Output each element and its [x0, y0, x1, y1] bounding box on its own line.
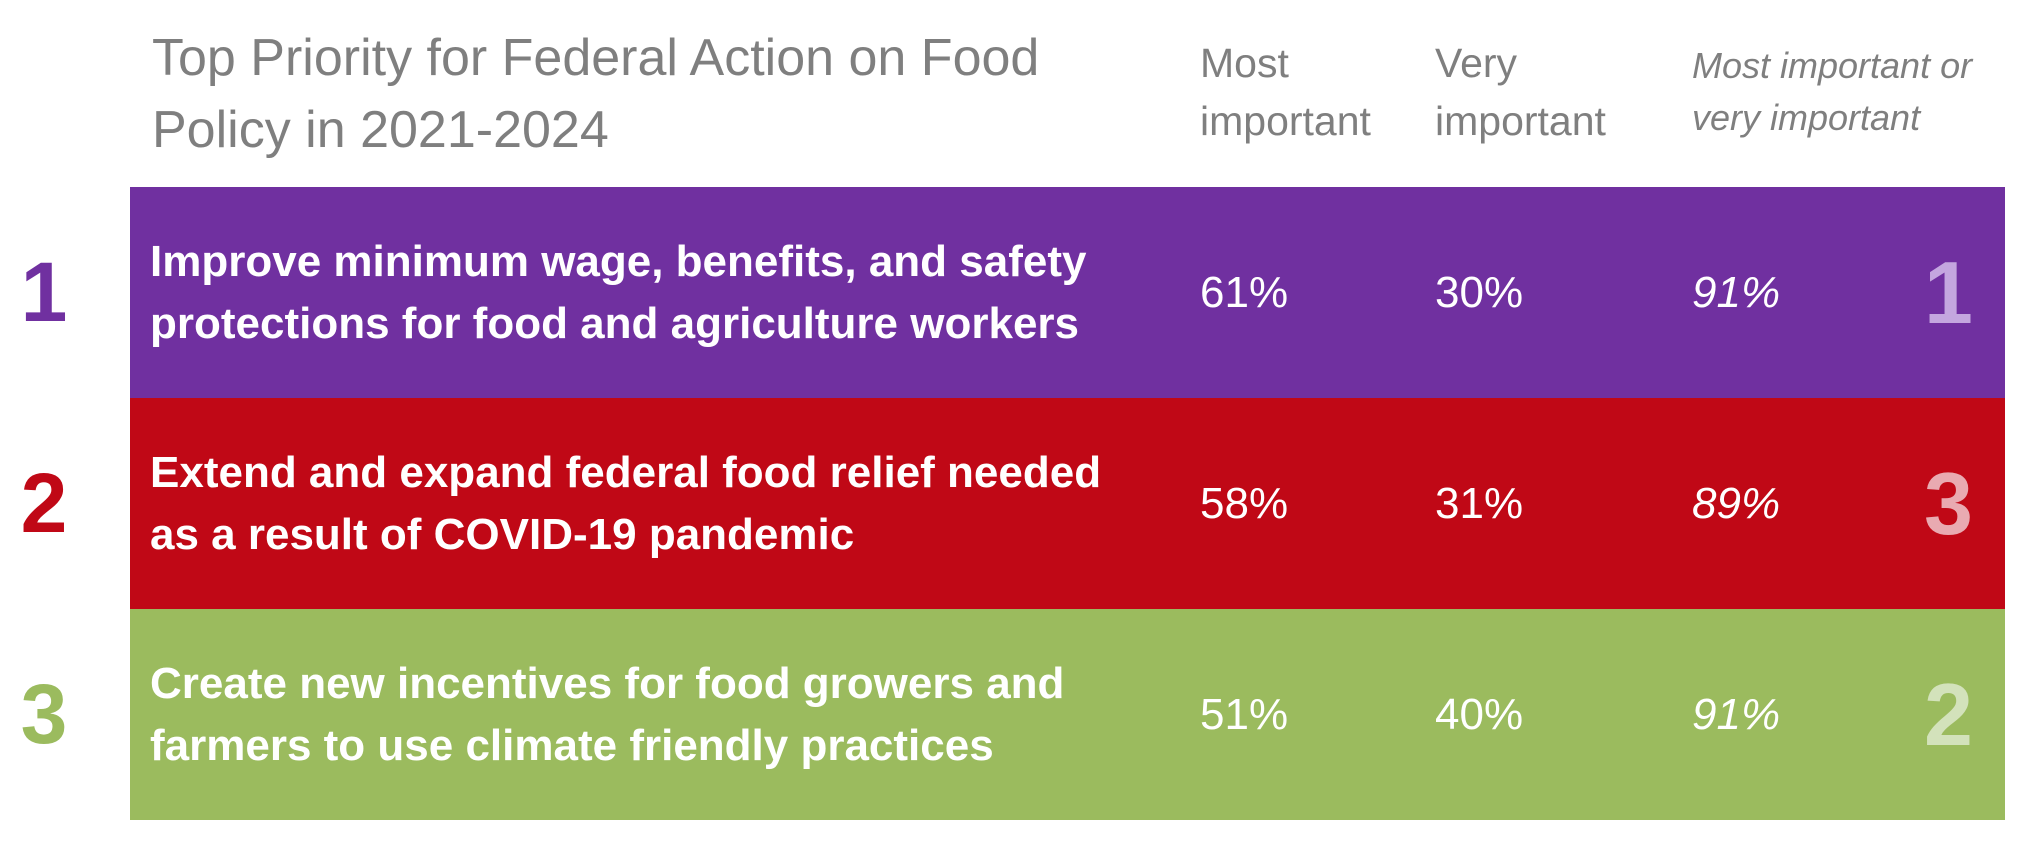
row-label: Improve minimum wage, benefits, and safe…: [150, 236, 1087, 348]
chart-title: Top Priority for Federal Action on Food …: [152, 29, 1040, 159]
row-number: 1: [20, 245, 68, 339]
rank-badge: 3: [1924, 453, 1973, 553]
column-header-most-important: Most important: [1200, 40, 1371, 144]
cell-most-important: 58%: [1200, 478, 1289, 528]
cell-most-important: 51%: [1200, 689, 1289, 739]
row-number: 3: [20, 667, 68, 761]
rank-badge: 1: [1924, 242, 1973, 342]
cell-most-or-very: 91%: [1692, 267, 1781, 317]
rank-badge: 2: [1924, 664, 1973, 764]
table-row: Create new incentives for food growers a…: [130, 609, 2005, 820]
row-label: Create new incentives for food growers a…: [150, 658, 1065, 770]
table-row: Improve minimum wage, benefits, and safe…: [130, 187, 2005, 398]
cell-most-important: 61%: [1200, 267, 1289, 317]
cell-very-important: 31%: [1435, 478, 1524, 528]
table-row: Extend and expand federal food relief ne…: [130, 398, 2005, 609]
row-number: 2: [20, 456, 68, 550]
priority-table: Improve minimum wage, benefits, and safe…: [130, 187, 2005, 820]
column-header-very-important: Very important: [1435, 40, 1606, 144]
cell-very-important: 40%: [1435, 689, 1524, 739]
cell-most-or-very: 91%: [1692, 689, 1781, 739]
cell-very-important: 30%: [1435, 267, 1524, 317]
column-header-most-or-very: Most important or very important: [1692, 45, 1973, 138]
cell-most-or-very: 89%: [1692, 478, 1781, 528]
row-label: Extend and expand federal food relief ne…: [150, 447, 1102, 559]
